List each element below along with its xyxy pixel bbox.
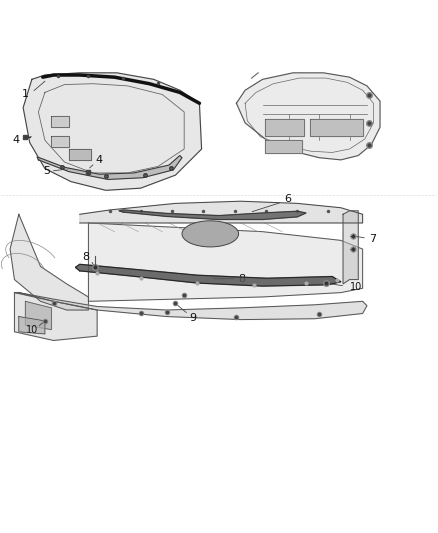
Polygon shape <box>14 293 367 320</box>
Text: 1: 1 <box>22 88 29 99</box>
Polygon shape <box>343 211 358 284</box>
Polygon shape <box>88 223 363 301</box>
Polygon shape <box>10 214 88 310</box>
Polygon shape <box>69 149 91 160</box>
Text: 8: 8 <box>83 252 90 262</box>
Ellipse shape <box>182 221 239 247</box>
Text: 7: 7 <box>369 234 376 244</box>
Text: 10: 10 <box>350 282 362 293</box>
Polygon shape <box>19 317 45 334</box>
Polygon shape <box>311 118 363 136</box>
Polygon shape <box>119 210 306 220</box>
Text: 9: 9 <box>189 313 197 323</box>
Polygon shape <box>80 201 363 223</box>
Polygon shape <box>23 73 201 190</box>
Text: 5: 5 <box>44 166 50 176</box>
Polygon shape <box>14 293 97 341</box>
Polygon shape <box>237 73 380 160</box>
Polygon shape <box>265 118 304 136</box>
Text: 4: 4 <box>96 155 103 165</box>
Polygon shape <box>37 156 182 180</box>
Text: 4: 4 <box>12 135 19 146</box>
Polygon shape <box>25 301 51 329</box>
Text: 8: 8 <box>239 273 246 284</box>
Text: 10: 10 <box>26 326 38 335</box>
Polygon shape <box>51 136 69 147</box>
Polygon shape <box>265 140 302 154</box>
Polygon shape <box>75 264 341 286</box>
Text: 6: 6 <box>284 195 291 205</box>
Polygon shape <box>51 116 69 127</box>
